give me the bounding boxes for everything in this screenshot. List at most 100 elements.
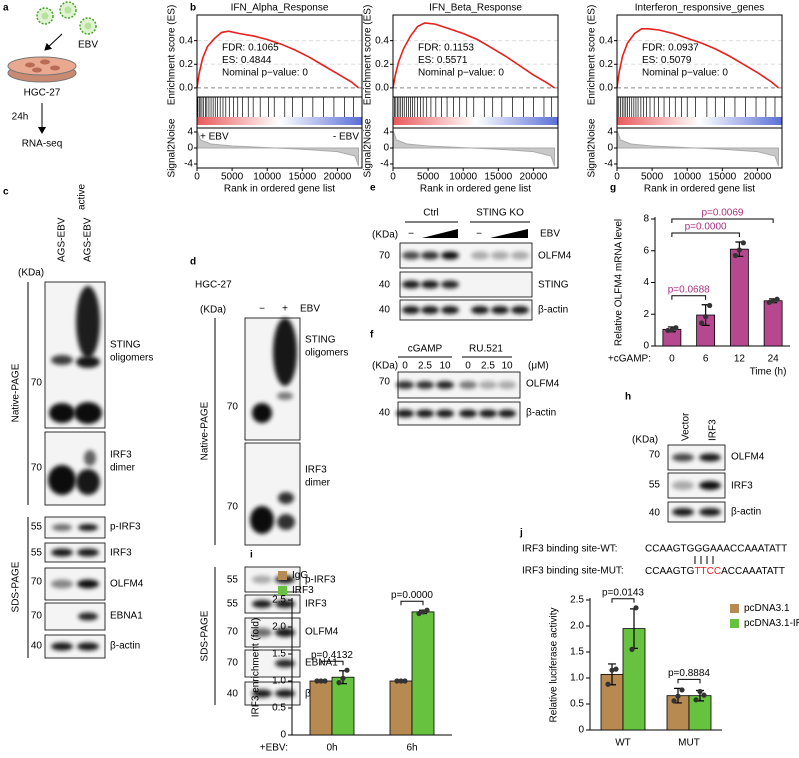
es-curve [196, 30, 360, 89]
sequence: CCAAGTGGGAAACCAAATATT [645, 544, 787, 555]
y2-axis-label: Signal2Noise [167, 118, 178, 177]
marker-label: 70 [31, 463, 43, 474]
band-label: STING [538, 280, 569, 291]
data-point [402, 678, 408, 684]
data-point [605, 681, 611, 687]
treatment-label: EBV [540, 229, 560, 240]
y2-axis-label: Signal2Noise [587, 118, 598, 177]
band [699, 508, 721, 516]
y2-axis-label: Signal2Noise [363, 118, 374, 177]
band [252, 403, 272, 423]
sequence-part: TTCC [694, 566, 721, 577]
annotation: Nominal p−value: 0 [418, 68, 504, 79]
p-value: p=0.0000 [685, 222, 727, 233]
sequence-part: ACCAAATATT [721, 566, 785, 577]
y-tick-label: 0.0 [599, 83, 613, 94]
blot-frame [399, 299, 533, 321]
band [416, 409, 434, 418]
band [441, 251, 459, 260]
marker-label: 70 [227, 402, 239, 413]
legend-swatch [278, 586, 287, 595]
band [252, 628, 272, 637]
data-point [693, 697, 699, 703]
x-tick-label: 0 [390, 172, 396, 183]
band [252, 600, 272, 608]
comparison-bracket [611, 598, 635, 603]
x-tick-label: 20000 [744, 172, 772, 183]
band [436, 409, 454, 418]
x-tick-label: 6h [406, 743, 417, 754]
p-value: p=0.0000 [391, 590, 433, 601]
band [471, 306, 489, 314]
lane-label: IRF3 [708, 419, 719, 441]
band [76, 469, 100, 495]
marker-label: 40 [379, 305, 391, 316]
data-point [394, 678, 400, 684]
data-point [633, 605, 639, 611]
blot-frame [44, 634, 106, 659]
plot-frame [616, 14, 783, 169]
comparison-bracket [671, 232, 740, 238]
legend-label: IgG [292, 570, 308, 581]
band-label: IRF3 [731, 481, 753, 492]
x-tick-label: 15000 [288, 172, 316, 183]
data-point [344, 667, 350, 673]
data-point [770, 298, 776, 304]
x-tick-label: 5000 [417, 172, 440, 183]
legend-swatch [730, 619, 739, 628]
y2-tick-label: 0 [383, 143, 389, 154]
gel-label: SDS-PAGE [200, 610, 211, 661]
x-prefix-label: +EBV: [260, 743, 288, 754]
x-tick-label: 24 [768, 354, 780, 365]
band [441, 306, 459, 314]
rank-gradient [617, 117, 782, 125]
plot-title: Interferon_responsive_genes [635, 3, 765, 14]
x-tick-label: 6 [703, 354, 709, 365]
y-tick-label: 2.5 [570, 595, 584, 606]
annotation: FDR: 0.1065 [222, 43, 279, 54]
y-tick-label: 1.5 [570, 647, 584, 658]
data-point [703, 314, 709, 320]
marker-label: 40 [227, 689, 239, 700]
x-axis-label: Time (h) [750, 367, 787, 378]
band [51, 579, 73, 589]
band [52, 524, 72, 531]
band [74, 402, 102, 424]
cell-line-label: HGC-27 [195, 280, 232, 291]
panel-label: f [370, 330, 374, 341]
rank-gradient [197, 117, 362, 125]
annotation: FDR: 0.0937 [642, 43, 699, 54]
band [275, 689, 295, 698]
marker-label: 70 [31, 611, 43, 622]
bar [411, 611, 435, 736]
band [275, 628, 295, 637]
lane-label: − [259, 304, 265, 315]
y2-tick-label: 4 [187, 127, 193, 138]
gel-label: Native-PAGE [11, 363, 22, 422]
comparison-bracket [400, 600, 424, 606]
band [275, 600, 295, 608]
marker-label: 40 [379, 408, 391, 419]
y-tick-label: 1.0 [570, 673, 584, 684]
band-label: EBNA1 [110, 611, 143, 622]
band [78, 524, 98, 531]
y-tick-label: 0.4 [179, 35, 193, 46]
y-tick-label: 2.0 [570, 621, 584, 632]
x-tick-label: 0 [614, 172, 620, 183]
band [51, 355, 73, 365]
band [252, 689, 272, 698]
y-tick-label: 0.5 [570, 699, 584, 710]
x-axis-label: Rank in ordered gene list [644, 184, 755, 195]
lane-label: + [282, 304, 288, 315]
band [672, 508, 694, 516]
band [396, 409, 414, 418]
x-tick-label: 15000 [484, 172, 512, 183]
data-point [669, 327, 675, 333]
data-point [675, 693, 681, 699]
annotation: ES: 0.5079 [642, 55, 692, 66]
band [275, 659, 295, 668]
band [436, 381, 454, 389]
marker-label: 70 [31, 378, 43, 389]
lane-label: AGS-EBV [83, 217, 94, 262]
y-axis-label: Enrichment score (ES) [363, 5, 374, 106]
